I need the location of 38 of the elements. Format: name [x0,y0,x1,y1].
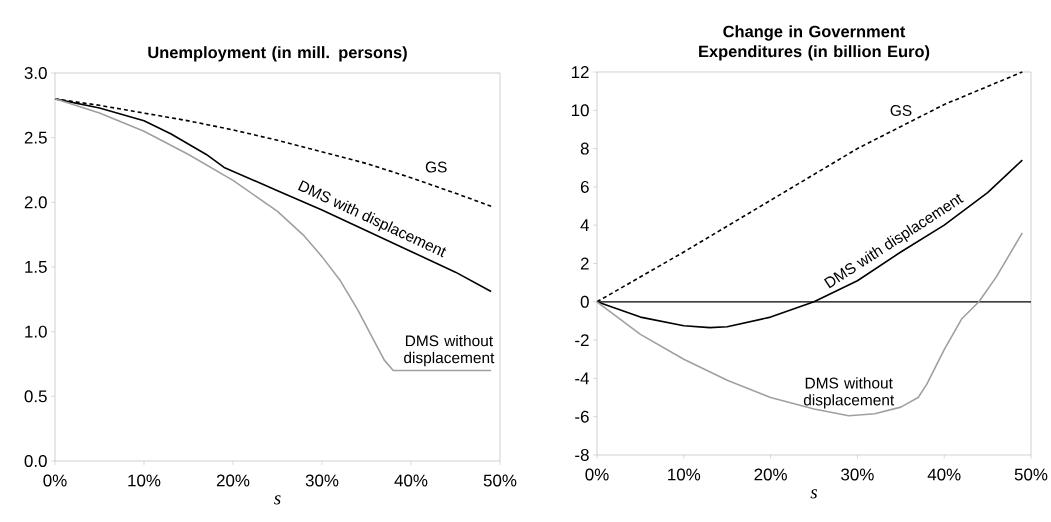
x-tick-label: 20% [216,474,250,487]
x-tick-label: 40% [394,474,428,487]
y-tick-label: 12 [571,66,589,78]
y-tick-label: 0 [580,295,589,308]
x-tick-label: 30% [305,474,339,487]
y-tick-label: -6 [575,410,589,423]
y-tick-label: 0.5 [24,390,47,403]
chart-title: Change in Government Expenditures (in billion Euro) [699,25,930,61]
x-tick-label: 0% [585,468,609,481]
y-tick-label: 6 [580,180,589,193]
x-tick-label: 30% [841,468,874,481]
y-tick-label: 2 [580,257,589,270]
x-tick-label: 20% [754,468,787,481]
y-tick-label: -4 [575,372,589,385]
y-tick-label: 4 [580,219,589,232]
x-tick-label: 0% [43,474,67,487]
y-tick-label: 1.5 [25,261,47,273]
x-tick-label: 10% [668,468,701,481]
x-tick-label: 50% [1014,468,1048,481]
y-tick-label: 1.0 [25,325,47,338]
y-tick-label: 10 [571,104,589,117]
y-tick-label: 2.0 [24,196,47,209]
x-tick-label: 50% [483,474,517,487]
x-tick-label: 40% [927,468,961,481]
series-label: GS [425,161,447,173]
x-axis-title: s [810,489,818,499]
y-tick-label: 2.5 [24,131,47,144]
series-label: DMS without displacement [404,334,495,367]
series-label: GS [890,105,912,117]
y-tick-label: 0.0 [24,454,47,467]
series-label: DMS without displacement [803,377,895,409]
y-tick-label: 8 [580,142,589,155]
chart-title: Unemployment (in mill. persons) [148,46,407,62]
y-tick-label: 3.0 [24,66,47,79]
y-tick-label: -2 [575,334,589,346]
x-axis-title: s [274,495,281,505]
y-tick-label: -8 [575,448,589,461]
x-tick-label: 10% [128,474,161,487]
